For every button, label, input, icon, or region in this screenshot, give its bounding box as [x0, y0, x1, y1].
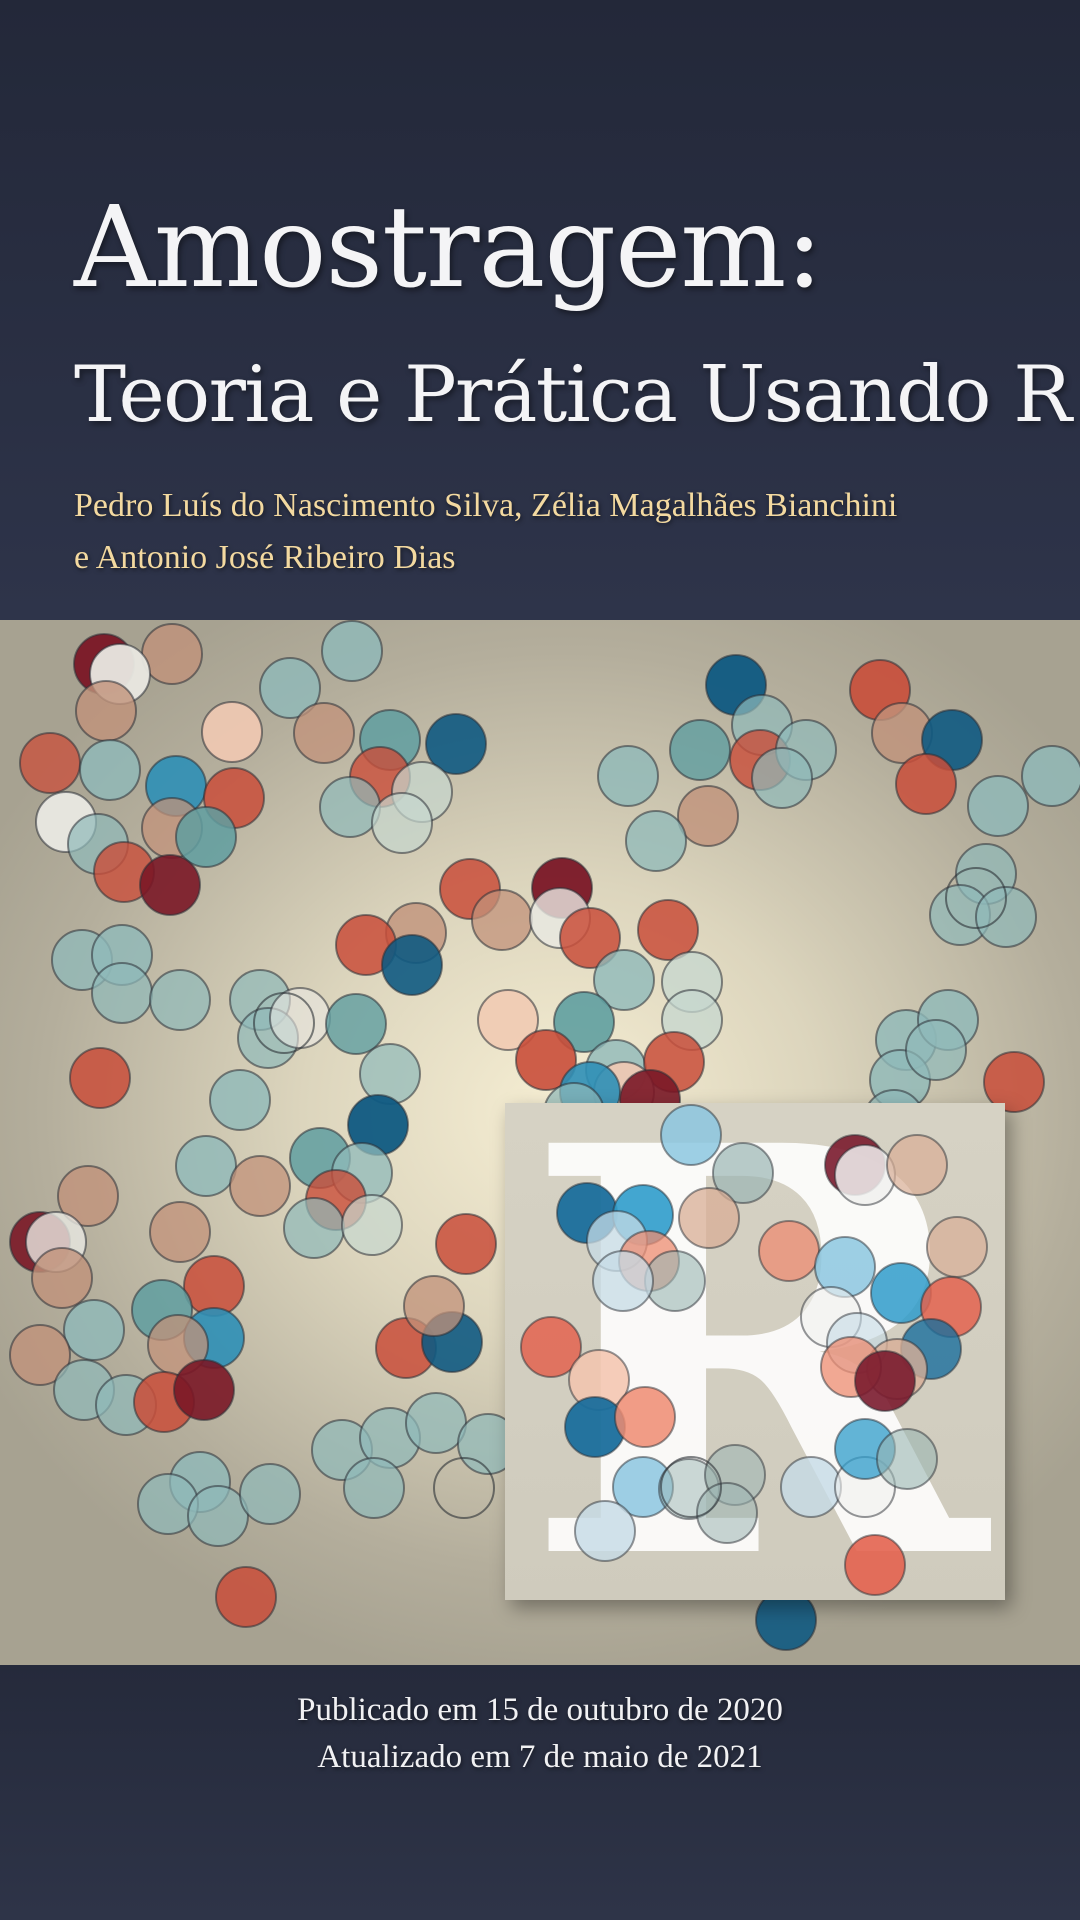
- decorative-circle: [678, 1187, 740, 1249]
- decorative-circle: [844, 1534, 906, 1596]
- decorative-circle: [139, 854, 201, 916]
- decorative-circle: [967, 775, 1029, 837]
- decorative-circle: [319, 776, 381, 838]
- decorative-circle: [175, 1135, 237, 1197]
- decorative-circle: [63, 1299, 125, 1361]
- decorative-circle: [425, 713, 487, 775]
- scattered-circles-illustration: [9, 620, 1080, 1651]
- decorative-circle: [435, 1213, 497, 1275]
- decorative-circle: [905, 1019, 967, 1081]
- panel-circles-illustration: [520, 1104, 988, 1596]
- decorative-circle: [669, 719, 731, 781]
- decorative-circle: [660, 1104, 722, 1166]
- decorative-circle: [91, 962, 153, 1024]
- decorative-circle: [31, 1247, 93, 1309]
- decorative-circle: [886, 1134, 948, 1196]
- decorative-circle: [215, 1566, 277, 1628]
- decorative-circle: [141, 623, 203, 685]
- decorative-circle-outline: [660, 1456, 722, 1518]
- decorative-circle: [19, 732, 81, 794]
- decorative-circle: [1021, 745, 1080, 807]
- decorative-circle: [343, 1457, 405, 1519]
- decorative-circle: [520, 1316, 582, 1378]
- authors-line-2: e Antonio José Ribeiro Dias: [74, 539, 456, 576]
- decorative-circle: [9, 1324, 71, 1386]
- decorative-circle-outline: [433, 1457, 495, 1519]
- decorative-circle: [321, 620, 383, 682]
- book-authors: Pedro Luís do Nascimento Silva, Zélia Ma…: [74, 480, 1034, 584]
- decorative-circle: [175, 806, 237, 868]
- decorative-circle: [559, 907, 621, 969]
- decorative-circle: [359, 1043, 421, 1105]
- decorative-circle: [149, 969, 211, 1031]
- decorative-circle: [876, 1428, 938, 1490]
- decorative-circle: [293, 702, 355, 764]
- decorative-circle: [637, 899, 699, 961]
- authors-line-1: Pedro Luís do Nascimento Silva, Zélia Ma…: [74, 487, 898, 524]
- decorative-circle: [975, 886, 1037, 948]
- decorative-circle: [574, 1500, 636, 1562]
- decorative-circle: [553, 991, 615, 1053]
- decorative-circle: [371, 792, 433, 854]
- published-date: Publicado em 15 de outubro de 2020: [297, 1692, 783, 1728]
- cover-illustration: R: [0, 620, 1080, 1665]
- book-subtitle: Teoria e Prática Usando R: [74, 350, 1072, 440]
- decorative-circle: [597, 745, 659, 807]
- decorative-circle: [229, 1155, 291, 1217]
- decorative-circle: [895, 753, 957, 815]
- decorative-circle: [209, 1069, 271, 1131]
- decorative-circle: [259, 657, 321, 719]
- decorative-circle: [614, 1386, 676, 1448]
- decorative-circle: [79, 739, 141, 801]
- decorative-circle: [57, 1165, 119, 1227]
- book-title: Amostragem:: [74, 183, 823, 313]
- decorative-circle: [381, 934, 443, 996]
- cover-header: Amostragem: Teoria e Prática Usando R Pe…: [0, 0, 1080, 620]
- cover-footer: Publicado em 15 de outubro de 2020 Atual…: [0, 1665, 1080, 1920]
- decorative-circle: [677, 785, 739, 847]
- decorative-circle: [696, 1482, 758, 1544]
- decorative-circle: [625, 810, 687, 872]
- decorative-circle: [201, 701, 263, 763]
- decorative-circle: [515, 1029, 577, 1091]
- decorative-circle: [471, 889, 533, 951]
- decorative-circle: [69, 1047, 131, 1109]
- decorative-circle-outline: [945, 867, 1007, 929]
- decorative-circle: [780, 1456, 842, 1518]
- decorative-circle: [834, 1144, 896, 1206]
- decorative-circle: [239, 1463, 301, 1525]
- r-logo-panel: R: [505, 1103, 1005, 1600]
- decorative-circle: [341, 1194, 403, 1256]
- decorative-circle: [593, 949, 655, 1011]
- decorative-circle: [325, 993, 387, 1055]
- decorative-circle: [592, 1250, 654, 1312]
- updated-date: Atualizado em 7 de maio de 2021: [317, 1739, 763, 1775]
- decorative-circle: [983, 1051, 1045, 1113]
- decorative-circle: [758, 1220, 820, 1282]
- decorative-circle: [854, 1350, 916, 1412]
- decorative-circle: [187, 1485, 249, 1547]
- decorative-circle: [283, 1197, 345, 1259]
- decorative-circle: [149, 1201, 211, 1263]
- decorative-circle: [751, 747, 813, 809]
- decorative-circle: [75, 680, 137, 742]
- decorative-circle: [926, 1216, 988, 1278]
- decorative-circle: [403, 1275, 465, 1337]
- publication-dates: Publicado em 15 de outubro de 2020 Atual…: [0, 1687, 1080, 1781]
- decorative-circle-outline: [253, 992, 315, 1054]
- decorative-circle: [712, 1142, 774, 1204]
- decorative-circle: [173, 1359, 235, 1421]
- decorative-circle: [477, 989, 539, 1051]
